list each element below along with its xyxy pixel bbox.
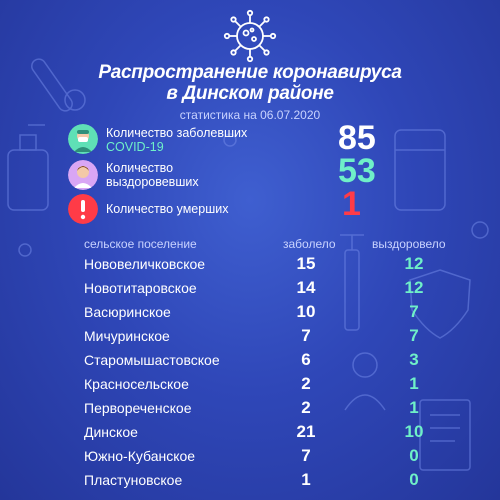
settlement-name: Васюринское: [84, 304, 171, 320]
recovered-count: 12: [404, 278, 424, 297]
stats-date: статистика на 06.07.2020: [179, 108, 321, 122]
coronavirus-logo-icon: [223, 9, 277, 63]
settlement-name: Красносельское: [84, 376, 189, 392]
recovered-count: 7: [409, 302, 419, 321]
settlement-name: Динское: [84, 424, 138, 440]
column-header-settlement: сельское поселение: [84, 237, 197, 251]
sick-count: 14: [296, 278, 316, 297]
column-header-recovered: выздоровело: [372, 237, 446, 251]
sick-count: 2: [301, 374, 311, 393]
recovered-count: 0: [409, 470, 419, 489]
sick-count: 10: [296, 302, 316, 321]
table-row: Южно-Кубанское 7 0: [0, 446, 500, 470]
deaths-total: 1: [342, 185, 361, 223]
recovered-count: 10: [404, 422, 424, 441]
recovered-label-line2: выздоровевших: [106, 175, 199, 189]
table-row: Старомышастовское 6 3: [0, 350, 500, 374]
sick-count: 2: [301, 398, 311, 417]
covid-label: COVID-19: [106, 140, 164, 154]
deaths-label: Количество умерших: [106, 202, 229, 216]
recovered-label-line1: Количество: [106, 161, 174, 175]
settlement-name: Пластуновское: [84, 472, 183, 488]
table-row: Васюринское 10 7: [0, 302, 500, 326]
table-row: Нововеличковское 15 12: [0, 254, 500, 278]
settlement-name: Старомышастовское: [84, 352, 220, 368]
recovered-count: 12: [404, 254, 424, 273]
recovered-count: 1: [409, 398, 419, 417]
sick-label-text: Количество заболевших: [106, 126, 248, 140]
sick-label: Количество заболевших COVID-19: [106, 126, 247, 154]
table-row: Красносельское 2 1: [0, 374, 500, 398]
sanitizer-icon: [394, 129, 446, 211]
recovered-count: 1: [409, 374, 419, 393]
sick-count: 21: [296, 422, 316, 441]
sick-count: 7: [301, 446, 311, 465]
sick-count: 15: [296, 254, 316, 273]
table-row: Пластуновское 1 0: [0, 470, 500, 494]
settlement-name: Нововеличковское: [84, 256, 206, 272]
column-header-sick: заболело: [283, 237, 336, 251]
table-row: Мичуринское 7 7: [0, 326, 500, 350]
settlement-name: Новотитаровское: [84, 280, 197, 296]
sick-count: 6: [301, 350, 311, 369]
recovered-label: Количество выздоровевших: [106, 161, 199, 189]
page-title: Распространение коронавируса: [98, 62, 402, 83]
medic-mask-icon: [68, 124, 98, 154]
recovered-count: 7: [409, 326, 419, 345]
recovered-total: 53: [338, 152, 376, 190]
recovered-person-icon: [68, 160, 98, 190]
sick-count: 1: [301, 470, 311, 489]
settlement-name: Мичуринское: [84, 328, 170, 344]
recovered-count: 0: [409, 446, 419, 465]
table-row: Динское 21 10: [0, 422, 500, 446]
sick-total: 85: [338, 119, 376, 157]
virus-small-icon: [471, 221, 489, 239]
sick-count: 7: [301, 326, 311, 345]
soap-bottle-icon: [7, 124, 49, 211]
recovered-count: 3: [409, 350, 419, 369]
table-row: Первореченское 2 1: [0, 398, 500, 422]
settlement-name: Первореченское: [84, 400, 192, 416]
page-title-line2: в Динском районе: [166, 83, 334, 104]
table-row: Новотитаровское 14 12: [0, 278, 500, 302]
exclamation-icon: [68, 194, 98, 224]
settlement-name: Южно-Кубанское: [84, 448, 196, 464]
